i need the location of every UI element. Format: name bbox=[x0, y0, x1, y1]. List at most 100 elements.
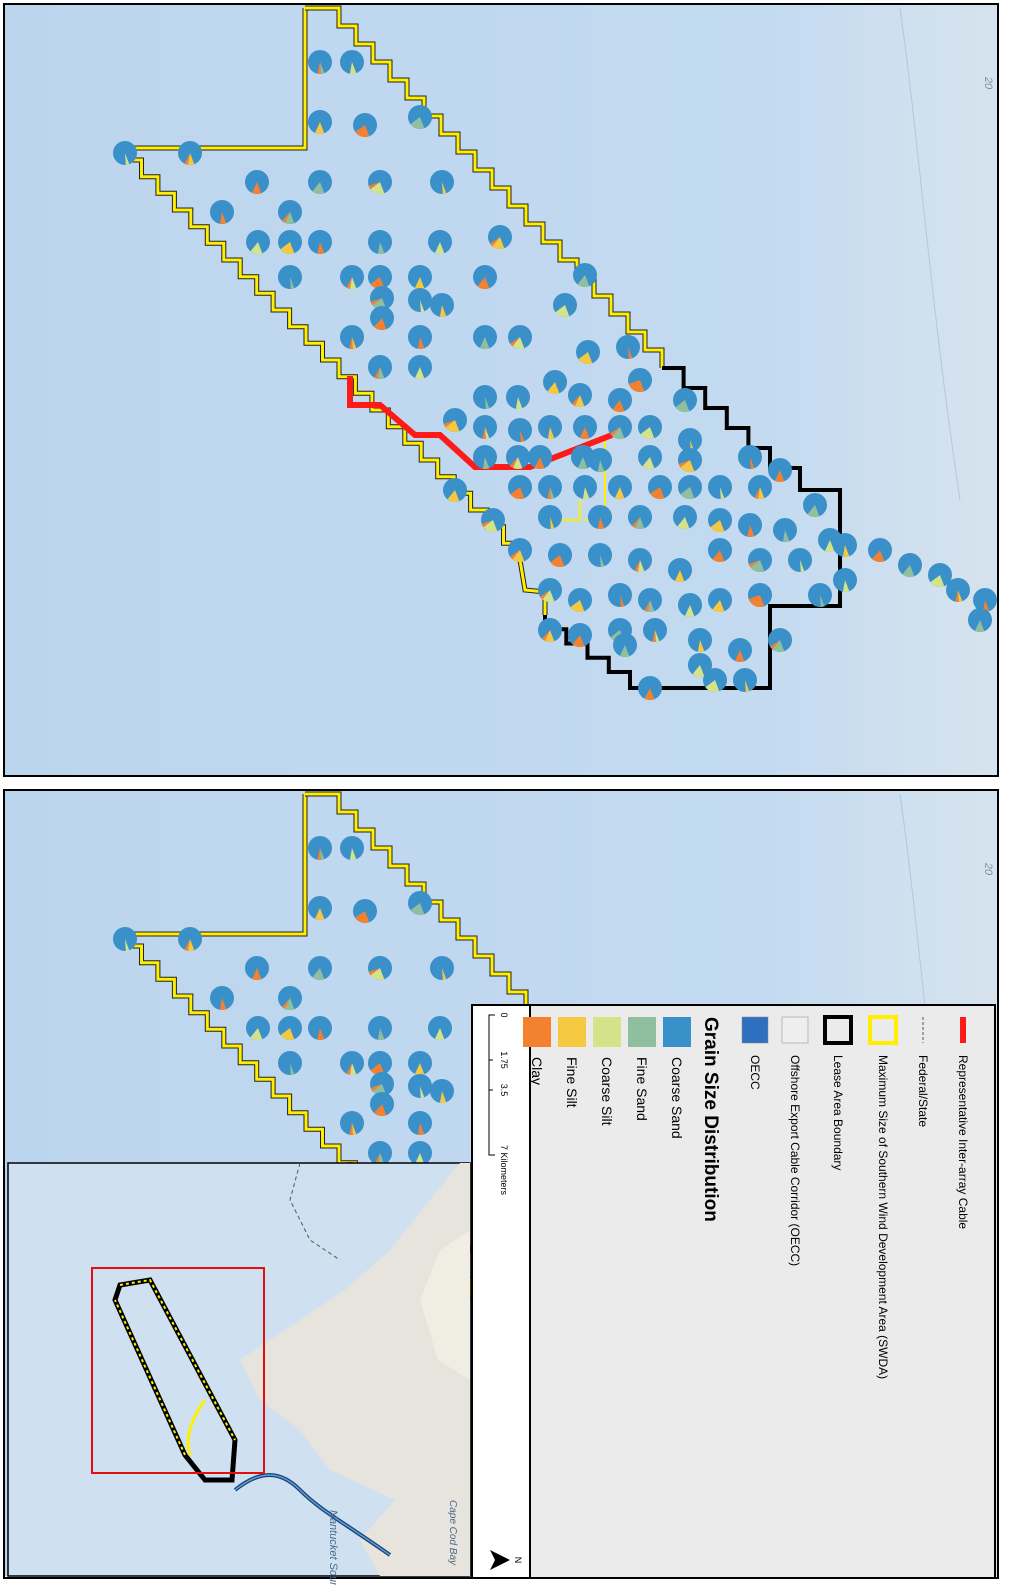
north-arrow bbox=[490, 1550, 510, 1570]
bathymetry-contour bbox=[899, 7, 961, 501]
legend-label: Lease Area Boundary bbox=[831, 1055, 845, 1170]
sample-wedge bbox=[615, 487, 625, 499]
sample-wedge bbox=[377, 242, 385, 254]
scale-label: 0 bbox=[499, 1012, 509, 1017]
sample-wedge bbox=[775, 470, 785, 482]
sample-wedge bbox=[349, 62, 357, 74]
sample-wedge bbox=[415, 367, 425, 379]
sample-wedge bbox=[555, 305, 570, 317]
lease-boundary bbox=[543, 366, 842, 690]
sample-wedge bbox=[320, 62, 325, 74]
sample-wedge bbox=[550, 517, 555, 529]
sample-wedge bbox=[634, 560, 640, 572]
map-layer: 20 bbox=[4, 4, 998, 776]
sample-wedge bbox=[355, 125, 365, 135]
sample-wedge bbox=[655, 630, 660, 642]
sample-wedge bbox=[349, 337, 353, 350]
sample-wedge bbox=[349, 277, 357, 289]
sample-wedge bbox=[597, 460, 605, 472]
sample-wedge bbox=[678, 460, 690, 468]
sample-wedge bbox=[712, 550, 725, 562]
sample-wedge bbox=[720, 487, 725, 499]
scale-label: 3.5 bbox=[499, 1084, 509, 1097]
sample-wedge bbox=[770, 640, 780, 650]
sample-wedge bbox=[282, 998, 290, 1009]
sample-wedge bbox=[352, 337, 357, 349]
legend-swatch bbox=[741, 1016, 769, 1044]
sample-wedge bbox=[443, 420, 455, 428]
sample-wedge bbox=[620, 595, 625, 607]
sample-wedge bbox=[290, 277, 295, 289]
sample-wedge bbox=[842, 545, 850, 557]
sample-wedge bbox=[317, 242, 321, 255]
sample-wedge bbox=[600, 555, 605, 567]
sample-wedge bbox=[317, 1028, 321, 1041]
sample-wedge bbox=[320, 242, 325, 254]
sample-wedge bbox=[637, 560, 645, 572]
legend-label: Federal/State bbox=[916, 1055, 930, 1127]
sample-wedge bbox=[675, 570, 685, 582]
sample-wedge bbox=[184, 153, 190, 165]
sample-wedge bbox=[644, 688, 650, 700]
sample-wedge bbox=[439, 305, 447, 317]
sample-wedge bbox=[250, 1028, 263, 1040]
north-label: N bbox=[513, 1557, 523, 1564]
sample-wedge bbox=[370, 277, 385, 289]
sample-wedge bbox=[750, 525, 755, 537]
sample-wedge bbox=[490, 237, 500, 247]
sample-wedge bbox=[219, 998, 227, 1010]
sample-wedge bbox=[187, 153, 195, 165]
sample-wedge bbox=[417, 1123, 425, 1135]
sample-wedge bbox=[374, 1153, 380, 1165]
sample-wedge bbox=[975, 620, 985, 632]
sample-wedge bbox=[628, 380, 640, 388]
sample-wedge bbox=[442, 182, 447, 194]
sample-wedge bbox=[355, 911, 365, 921]
sample-wedge bbox=[547, 487, 551, 500]
sample-wedge bbox=[632, 517, 640, 528]
sample-wedge bbox=[510, 550, 520, 560]
sample-wedge bbox=[368, 182, 380, 190]
legend-label: OECC bbox=[748, 1055, 762, 1090]
sample-wedge bbox=[312, 182, 325, 194]
sample-wedge bbox=[346, 1063, 352, 1075]
sample-wedge bbox=[705, 680, 720, 692]
map-panel: 20 bbox=[4, 4, 998, 776]
extent-box bbox=[91, 1267, 265, 1474]
sample-wedge bbox=[250, 242, 263, 254]
sample-wedge bbox=[349, 1063, 357, 1075]
sample-wedge bbox=[875, 550, 885, 562]
sample-wedge bbox=[510, 487, 525, 499]
sample-wedge bbox=[320, 1028, 325, 1040]
sample-wedge bbox=[184, 939, 190, 951]
sample-wedge bbox=[550, 555, 565, 567]
depth-label: 20 bbox=[982, 76, 994, 90]
sample-wedge bbox=[377, 1153, 385, 1165]
legend-label: Fine Sand bbox=[634, 1057, 650, 1121]
sample-wedge bbox=[577, 275, 590, 287]
sample-wedge bbox=[635, 517, 645, 529]
sample-wedge bbox=[534, 457, 540, 469]
legend-swatch bbox=[868, 1015, 898, 1045]
sample-wedge bbox=[572, 635, 585, 647]
sample-wedge bbox=[697, 640, 705, 652]
sample-wedge bbox=[377, 318, 387, 330]
sample-wedge bbox=[219, 212, 227, 224]
inset-label: Cape Cod Bay bbox=[447, 1500, 458, 1566]
sample-wedge bbox=[772, 640, 785, 652]
legend-swatch bbox=[558, 1017, 586, 1047]
sample-wedge bbox=[290, 1063, 295, 1075]
sample-wedge bbox=[640, 427, 655, 439]
oecc-route bbox=[234, 1474, 391, 1556]
sample-wedge bbox=[612, 427, 625, 439]
sample-wedge bbox=[485, 397, 490, 409]
sample-wedge bbox=[545, 630, 555, 642]
sample-wedge bbox=[481, 520, 493, 528]
sample-wedge bbox=[125, 153, 130, 165]
sample-wedge bbox=[580, 427, 590, 439]
sample-wedge bbox=[435, 1028, 445, 1040]
sample-wedge bbox=[512, 550, 525, 562]
sample-wedge bbox=[349, 1123, 353, 1136]
sample-wedge bbox=[750, 560, 765, 572]
sample-wedge bbox=[650, 487, 660, 497]
